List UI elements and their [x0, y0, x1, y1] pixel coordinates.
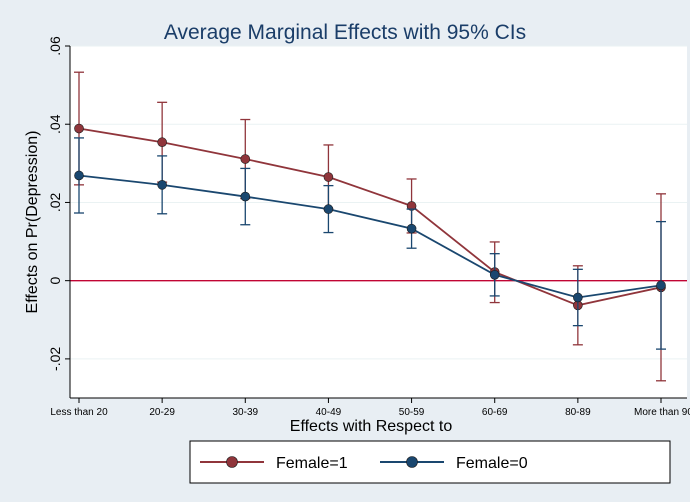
x-tick-label: 40-49 [316, 407, 342, 418]
data-point [489, 269, 500, 280]
legend-marker-female-0 [406, 456, 418, 468]
legend-label-female-0: Female=0 [456, 455, 528, 472]
data-point [157, 180, 167, 190]
x-axis-label: Effects with Respect to [290, 418, 453, 435]
x-axis-ticks: Less than 20 20-29 30-39 40-49 50-59 60-69 80-… [50, 398, 690, 418]
legend: Female=1 Female=0 [189, 440, 671, 484]
y-axis-ticks: -.02 0 .02 .04 .06 [47, 36, 70, 371]
data-point [656, 280, 666, 291]
x-tick-label: More than 90 [634, 407, 690, 418]
x-tick-label: 50-59 [399, 407, 425, 418]
data-point [240, 191, 251, 202]
x-tick-label: 20-29 [149, 407, 175, 418]
x-tick-label: Less than 20 [50, 407, 108, 418]
y-tick-label: .06 [47, 36, 63, 56]
data-point [323, 172, 334, 182]
gridlines [70, 45, 687, 360]
legend-marker-female-1 [226, 456, 238, 468]
x-tick-label: 80-89 [565, 407, 591, 418]
plot-area [70, 46, 687, 398]
y-axis-label: Effects on Pr(Depression) [24, 131, 41, 314]
x-tick-label: 30-39 [232, 407, 258, 418]
chart-title: Average Marginal Effects with 95% CIs [164, 21, 526, 44]
y-tick-label: .04 [47, 114, 63, 134]
data-point [74, 170, 84, 181]
data-point [240, 154, 251, 164]
series-line [78, 127, 662, 307]
y-tick-label: -.02 [47, 347, 63, 371]
data-point [157, 137, 167, 148]
series-line [78, 174, 662, 299]
data-point [573, 292, 583, 303]
data-point [406, 223, 417, 234]
series-female-0 [74, 137, 666, 350]
y-tick-label: .02 [47, 193, 63, 213]
series-layer [74, 71, 666, 382]
data-point [74, 123, 84, 134]
x-tick-label: 60-69 [482, 407, 508, 418]
y-tick-label: 0 [47, 277, 63, 285]
legend-label-female-1: Female=1 [276, 455, 348, 472]
data-point [323, 204, 334, 214]
